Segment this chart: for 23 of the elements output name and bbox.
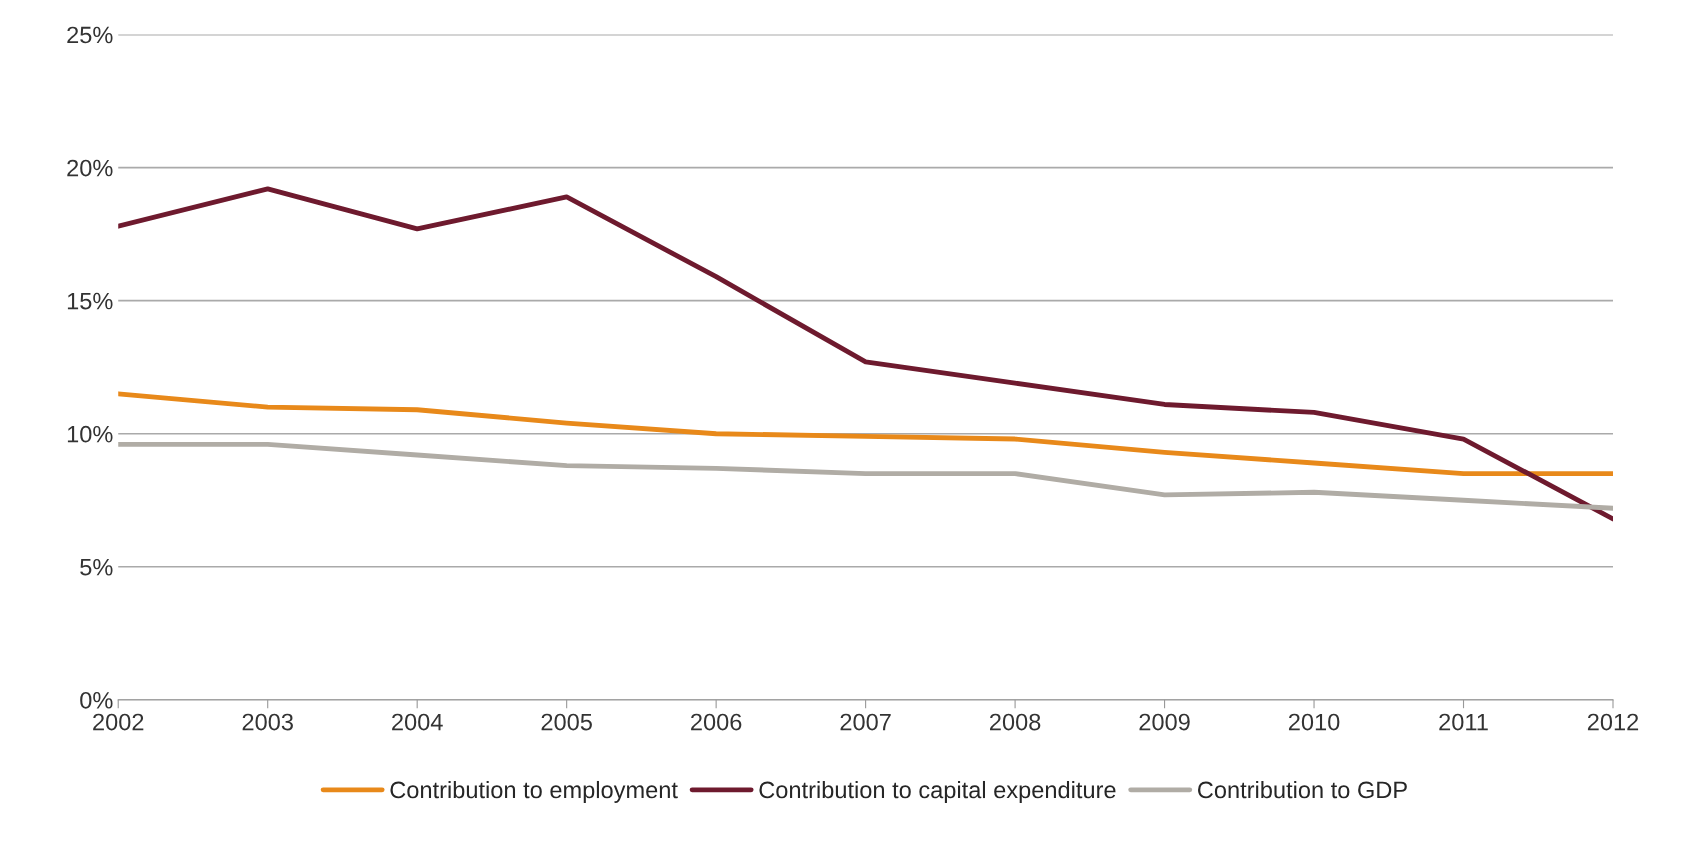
x-tick-label: 2012 (1587, 713, 1639, 731)
legend-label: Contribution to employment (390, 780, 678, 803)
y-tick-label: 25% (67, 26, 113, 44)
y-tick-label: 20% (67, 159, 113, 177)
x-tick-label: 2003 (242, 713, 293, 731)
x-tick-label: 2002 (93, 713, 144, 731)
line-series (118, 391, 1613, 477)
x-tick-label: 2007 (840, 713, 891, 731)
line-series (118, 186, 1613, 522)
line-series (118, 441, 1613, 511)
x-tick-label: 2008 (990, 713, 1041, 731)
y-tick-label: 0% (80, 691, 113, 709)
legend-label: Contribution to GDP (1198, 780, 1407, 799)
x-tick-label: 2009 (1139, 713, 1190, 731)
x-tick-label: 2005 (541, 713, 592, 731)
y-tick-label: 5% (80, 558, 113, 576)
x-tick-label: 2010 (1288, 713, 1340, 731)
y-tick-label: 10% (67, 425, 113, 443)
y-tick-label: 15% (67, 292, 113, 310)
x-tick-label: 2006 (691, 713, 742, 731)
legend-label: Contribution to capital expenditure (759, 780, 1116, 803)
x-tick-label: 2011 (1439, 713, 1488, 731)
x-tick-label: 2004 (392, 713, 443, 731)
